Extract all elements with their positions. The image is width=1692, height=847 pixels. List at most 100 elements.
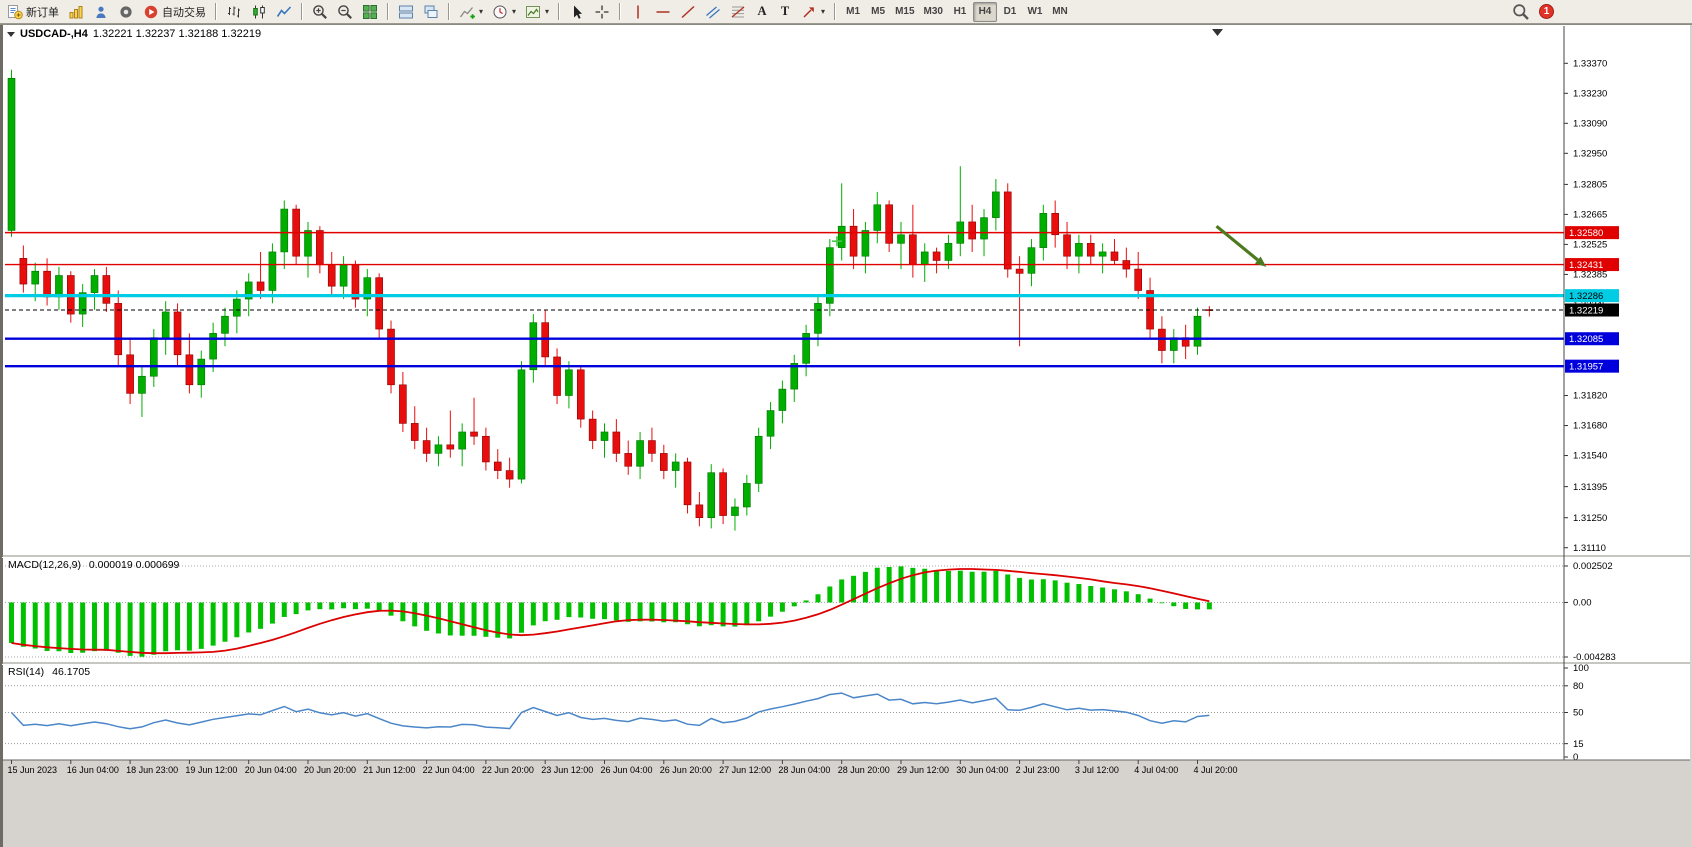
timeframe-h1-button[interactable]: H1: [953, 6, 967, 17]
time-axis-label: 15 Jun 2023: [8, 765, 58, 775]
price-tick-label: 1.32805: [1573, 180, 1607, 191]
chart-shift-marker[interactable]: [1212, 29, 1223, 36]
timeframe-m30-button[interactable]: M30: [923, 6, 943, 17]
rsi-axis-label: 0: [1573, 752, 1578, 763]
time-axis-label: 26 Jun 20:00: [660, 765, 712, 775]
fibonacci-icon: [731, 6, 745, 17]
toolbar-autotrade-button[interactable]: 自动交易: [139, 2, 210, 22]
toolbar-auto-arrange-button[interactable]: [394, 2, 418, 22]
rsi-line: [10, 692, 1210, 730]
panel-separator[interactable]: [2, 662, 1690, 665]
macd-grid: [5, 565, 1564, 658]
price-axis[interactable]: 1.33370 1.33230 1.33090 1.32950 1.32805 1.326…: [1564, 58, 1607, 554]
price-line-badge: 1.32580: [1569, 228, 1603, 239]
toolbar-periods-button[interactable]: ▾: [488, 2, 520, 22]
time-axis[interactable]: 15 Jun 2023 16 Jun 04:00 18 Jun 23:00 19 Ju…: [8, 760, 1238, 775]
toolbar-zoom-in-button[interactable]: [308, 2, 332, 22]
autotrade-icon: [144, 5, 158, 18]
chart-title: USDCAD-,H4 1.32221 1.32237 1.32188 1.322…: [7, 28, 261, 40]
new-order-icon: [8, 4, 23, 19]
toolbar-text-tool-button[interactable]: A: [751, 2, 773, 22]
timeframe-h4-button[interactable]: H4: [972, 1, 997, 22]
price-tick-label: 1.31395: [1573, 482, 1607, 493]
price-tick-label: 1.31820: [1573, 391, 1607, 402]
notification-badge[interactable]: 1: [1539, 4, 1554, 19]
toolbar-line-chart-button[interactable]: [272, 2, 296, 22]
vline-icon: [637, 5, 639, 18]
toolbar-candle-chart-button[interactable]: [247, 2, 271, 22]
toolbar-separator: [619, 3, 622, 20]
toolbar-fibonacci-button[interactable]: [726, 2, 750, 22]
timeframe-m15-button[interactable]: M15: [895, 6, 915, 17]
toolbar-tile-windows-button[interactable]: [358, 2, 382, 22]
timeframe-mn-button[interactable]: MN: [1052, 6, 1068, 17]
time-axis-label: 22 Jun 20:00: [482, 765, 534, 775]
toolbar-separator: [387, 3, 389, 20]
macd-indicator-label: MACD(12,26,9) 0.000019 0.000699: [8, 559, 179, 571]
horizontal-lines[interactable]: [5, 231, 1564, 368]
time-axis-label: 28 Jun 20:00: [838, 765, 890, 775]
price-line-badge: 1.32431: [1569, 260, 1603, 271]
cursor-icon: [574, 5, 583, 19]
dropdown-arrow-icon: ▾: [821, 7, 826, 16]
toolbar-data-window-button[interactable]: [114, 2, 138, 22]
toolbar-cascade-button[interactable]: [419, 2, 443, 22]
toolbar-bar-chart-button[interactable]: [222, 2, 246, 22]
macd-axis[interactable]: 0.002502 0.00 -0.004283: [1564, 561, 1616, 663]
candle-chart-icon: [253, 5, 265, 18]
toolbar-crosshair-button[interactable]: [590, 2, 614, 22]
toolbar-arrows-button[interactable]: ▾: [797, 2, 829, 22]
price-tick-label: 1.31250: [1573, 513, 1607, 524]
toolbar-trendline-button[interactable]: [676, 2, 700, 22]
timeframe-m5-button[interactable]: M5: [871, 6, 886, 17]
toolbar-separator: [834, 3, 837, 20]
time-axis-label: 22 Jun 04:00: [423, 765, 475, 775]
symbol-label: USDCAD-,H4: [20, 28, 88, 40]
search-icon[interactable]: [1512, 3, 1532, 21]
rsi-axis[interactable]: 100 80 50 15 0: [1564, 663, 1589, 763]
toolbar-market-watch-button[interactable]: [89, 2, 113, 22]
rsi-value: 46.1705: [52, 666, 91, 678]
toolbar-templates-button[interactable]: ▾: [521, 2, 553, 22]
time-axis-label: 19 Jun 12:00: [185, 765, 237, 775]
chart-canvas[interactable]: 1.33370 1.33230 1.33090 1.32950 1.32805 1.326…: [0, 24, 1692, 847]
price-tick-label: 1.31680: [1573, 421, 1607, 432]
macd-name: MACD(12,26,9): [8, 559, 81, 571]
trend-arrow-annotation[interactable]: [1215, 224, 1267, 267]
toolbar-zoom-out-button[interactable]: [333, 2, 357, 22]
toolbar-new-order-button[interactable]: 新订单: [3, 2, 63, 22]
price-tick-label: 1.31540: [1573, 451, 1607, 462]
symbol-dropdown-icon[interactable]: [7, 31, 15, 37]
rsi-axis-label: 100: [1573, 663, 1589, 674]
price-tick-label: 1.32950: [1573, 149, 1607, 160]
macd-signal-line: [11, 568, 1210, 655]
plus-marker-annotation[interactable]: [831, 236, 842, 247]
toolbar-channel-button[interactable]: [701, 2, 725, 22]
ohlc-values: 1.32221 1.32237 1.32188 1.32219: [92, 28, 262, 40]
price-tick-label: 1.32385: [1573, 270, 1607, 281]
time-axis-label: 26 Jun 04:00: [601, 765, 653, 775]
panel-separator[interactable]: [2, 555, 1690, 558]
toolbar-charts-button[interactable]: [64, 2, 88, 22]
tile-windows-icon: [363, 4, 377, 19]
toolbar-separator: [301, 3, 303, 20]
channel-icon: [706, 6, 720, 18]
time-axis-label: 30 Jun 04:00: [956, 765, 1008, 775]
timeframe-m1-button[interactable]: M1: [846, 6, 861, 17]
toolbar-vline-button[interactable]: [626, 2, 650, 22]
toolbar-separator: [558, 3, 561, 20]
timeframe-d1-button[interactable]: D1: [1003, 6, 1017, 17]
data-window-icon: [120, 5, 132, 18]
price-tick-label: 1.32665: [1573, 210, 1607, 221]
toolbar-cursor-button[interactable]: [565, 2, 589, 22]
timeframe-w1-button[interactable]: W1: [1027, 6, 1043, 17]
toolbar-indicators-button[interactable]: ▾: [455, 2, 487, 22]
price-tick-label: 1.31110: [1573, 543, 1606, 554]
rsi-axis-label: 80: [1573, 681, 1584, 692]
toolbar-label-tool-button[interactable]: T: [774, 2, 796, 22]
time-axis-label: 29 Jun 12:00: [897, 765, 949, 775]
zoom-in-icon: [313, 4, 327, 19]
hline-icon: [656, 10, 670, 13]
toolbar-hline-button[interactable]: [651, 2, 675, 22]
